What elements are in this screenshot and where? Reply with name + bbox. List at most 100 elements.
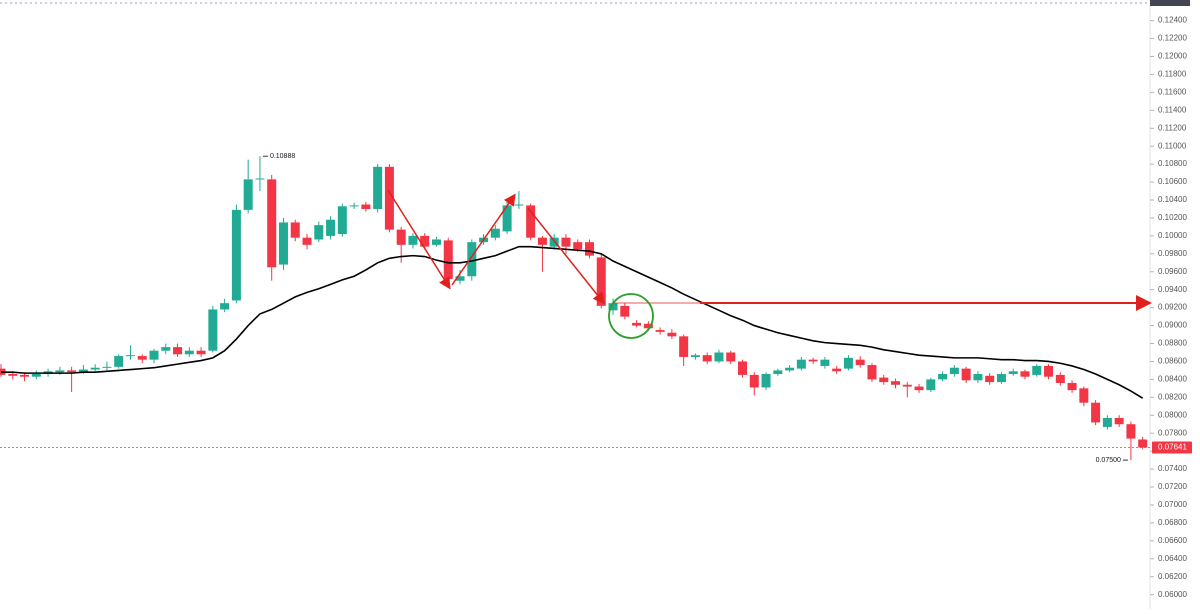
arrow: [451, 193, 516, 286]
y-tick-label: 0.07800: [1158, 428, 1187, 437]
candle-body: [1008, 371, 1018, 375]
candle-body: [408, 235, 418, 245]
candle-body: [843, 357, 853, 369]
y-tick-label: 0.10600: [1158, 177, 1187, 186]
candle-body: [31, 374, 41, 377]
candle-body: [1067, 382, 1077, 391]
candle-body: [208, 309, 218, 351]
candle-body: [902, 384, 912, 387]
candle-body: [420, 235, 430, 247]
candle-body: [196, 350, 206, 355]
candle-body: [949, 367, 959, 375]
y-tick-label: 0.11800: [1158, 70, 1187, 79]
y-tick-label: 0.09200: [1158, 303, 1187, 312]
y-tick-label: 0.08200: [1158, 392, 1187, 401]
candle-body: [585, 242, 594, 256]
candle-body: [490, 228, 500, 238]
candle-body: [1126, 424, 1136, 439]
candle-body: [396, 229, 406, 245]
candle-body: [702, 355, 712, 362]
y-tick-label: 0.09800: [1158, 249, 1187, 258]
candle-body: [220, 303, 230, 310]
y-tick-label: 0.09000: [1158, 321, 1187, 330]
arrow: [387, 189, 451, 290]
candle-body: [996, 374, 1006, 383]
candle-body: [514, 204, 524, 206]
candle-body: [938, 374, 948, 380]
candle-body: [184, 350, 194, 355]
candle-body: [267, 179, 277, 268]
candle-body: [620, 305, 630, 317]
candle-body: [1044, 365, 1054, 377]
candle-body: [20, 374, 30, 377]
candle-body: [985, 375, 995, 383]
candle-body: [290, 222, 300, 238]
highlight-circle: [608, 293, 654, 339]
candle-body: [914, 386, 924, 391]
candle-body: [667, 332, 677, 337]
candle-body: [90, 367, 100, 370]
candle-body: [431, 239, 441, 245]
candle-body: [726, 352, 736, 362]
candle-body: [926, 379, 936, 391]
candle-body: [467, 242, 477, 277]
y-tick-label: 0.08800: [1158, 339, 1187, 348]
candle-body: [773, 370, 783, 375]
candle-body: [643, 323, 653, 329]
top-tag: [1150, 0, 1190, 6]
candle-body: [549, 237, 559, 247]
candle-body: [679, 336, 689, 357]
candle-body: [690, 355, 700, 357]
candle-body: [632, 322, 642, 326]
candle-body: [1102, 417, 1112, 427]
candle-body: [879, 377, 889, 383]
candle-body: [384, 166, 394, 230]
candle-body: [655, 330, 665, 332]
candle-body: [125, 355, 135, 357]
y-tick-label: 0.11600: [1158, 87, 1187, 96]
candle-body: [314, 225, 324, 240]
y-tick-label: 0.06000: [1158, 590, 1187, 599]
candle-body: [1055, 374, 1065, 383]
y-tick-label: 0.08600: [1158, 357, 1187, 366]
candle-body: [443, 240, 453, 279]
candle-body: [808, 359, 818, 362]
candle-body: [302, 237, 312, 245]
price-axis: [1150, 0, 1200, 609]
candle-body: [231, 209, 241, 301]
y-tick-label: 0.06200: [1158, 572, 1187, 581]
candle-body: [796, 359, 806, 369]
y-tick-label: 0.11400: [1158, 105, 1187, 114]
y-tick-label: 0.10800: [1158, 159, 1187, 168]
candle-body: [1020, 371, 1030, 377]
candle-body: [255, 178, 265, 180]
y-tick-label: 0.10200: [1158, 213, 1187, 222]
candle-body: [832, 368, 842, 372]
candle-body: [1114, 417, 1124, 425]
candle-body: [149, 350, 159, 360]
y-tick-label: 0.09600: [1158, 267, 1187, 276]
y-tick-label: 0.06400: [1158, 554, 1187, 563]
drawings: [387, 189, 1152, 339]
moving-average: [1, 245, 1144, 399]
candle-body: [537, 237, 547, 245]
candle-body: [173, 347, 183, 355]
candle-body: [867, 365, 877, 380]
candle-body: [891, 381, 901, 385]
plot: [0, 156, 1148, 461]
y-tick-label: 0.07400: [1158, 464, 1187, 473]
candle-body: [785, 367, 795, 371]
candle-body: [337, 206, 347, 235]
candle-body: [502, 205, 512, 232]
high-label: 0.10888: [270, 153, 295, 160]
candle-body: [55, 370, 65, 373]
y-tick-label: 0.07200: [1158, 482, 1187, 491]
candle-body: [114, 356, 124, 367]
candle-body: [855, 359, 865, 366]
candle-body: [349, 205, 359, 207]
candle-body: [1079, 388, 1089, 403]
candle-body: [1032, 365, 1042, 375]
candle-body: [161, 347, 171, 351]
